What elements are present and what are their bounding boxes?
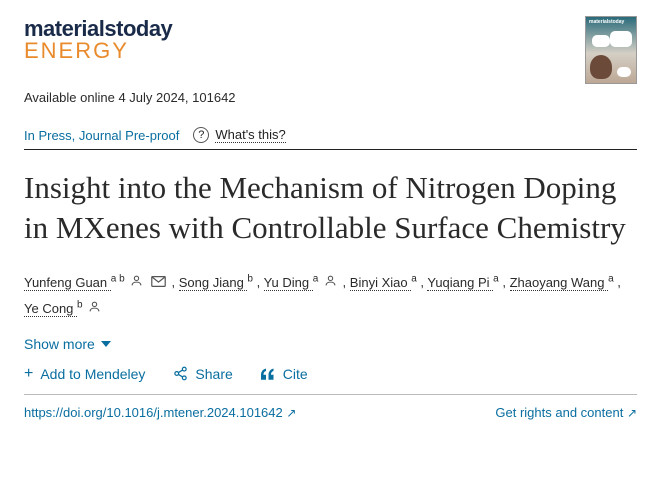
share-button[interactable]: Share (173, 366, 232, 382)
author[interactable]: Song Jiang b (179, 275, 253, 290)
question-icon: ? (193, 127, 209, 143)
doi-link[interactable]: https://doi.org/10.1016/j.mtener.2024.10… (24, 405, 296, 420)
cite-label: Cite (283, 366, 308, 382)
chevron-down-icon (101, 341, 111, 347)
author[interactable]: Binyi Xiao a (350, 275, 417, 290)
publication-status[interactable]: In Press, Journal Pre-proof (24, 128, 179, 143)
show-more-label: Show more (24, 336, 95, 352)
envelope-icon (151, 271, 166, 296)
quote-icon (261, 367, 276, 380)
author-list: Yunfeng Guan a b , Song Jiang b , Yu Din… (24, 269, 637, 321)
author[interactable]: Yu Ding a (264, 275, 339, 290)
journal-logo[interactable]: materialstoday ENERGY (24, 16, 172, 64)
rights-link[interactable]: Get rights and content ↗ (495, 405, 637, 420)
person-icon (88, 297, 101, 322)
rights-label: Get rights and content (495, 405, 623, 420)
status-help-label: What's this? (215, 127, 285, 143)
mendeley-label: Add to Mendeley (40, 366, 145, 382)
share-label: Share (195, 366, 232, 382)
availability-text: Available online 4 July 2024, 101642 (24, 90, 637, 105)
author[interactable]: Yunfeng Guan a b (24, 275, 168, 290)
external-link-icon: ↗ (286, 406, 296, 420)
author[interactable]: Zhaoyang Wang a (510, 275, 614, 290)
cite-button[interactable]: Cite (261, 366, 308, 382)
add-to-mendeley-button[interactable]: + Add to Mendeley (24, 366, 145, 382)
journal-cover-thumbnail[interactable]: materialstoday (585, 16, 637, 84)
author[interactable]: Yuqiang Pi a (427, 275, 498, 290)
author[interactable]: Ye Cong b (24, 301, 103, 316)
show-more-toggle[interactable]: Show more (24, 336, 111, 352)
person-icon (130, 271, 143, 296)
article-title: Insight into the Mechanism of Nitrogen D… (24, 168, 637, 247)
person-icon (324, 271, 337, 296)
status-help[interactable]: ? What's this? (193, 127, 285, 143)
share-icon (173, 366, 188, 381)
doi-text: https://doi.org/10.1016/j.mtener.2024.10… (24, 405, 283, 420)
external-link-icon: ↗ (627, 406, 637, 420)
plus-icon: + (24, 366, 33, 382)
